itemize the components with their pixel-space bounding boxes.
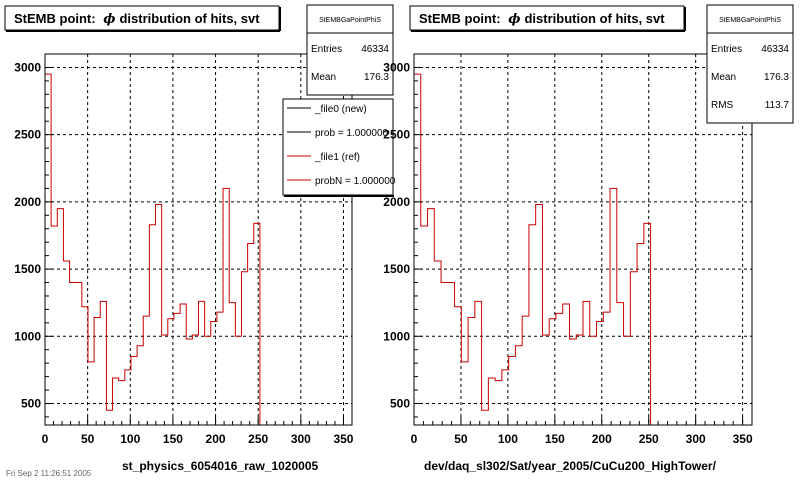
- x-tick-label: 350: [333, 432, 353, 446]
- stats-frame: [306, 4, 394, 96]
- histogram-pad-2: 0 50 100 150 200 250 300 350 500 1000 1500 2000 2500…: [383, 4, 794, 473]
- legend-box: _file0 (new) prob = 1.000000 _file1 (ref) p…: [282, 98, 396, 197]
- stats-value: 176.3: [364, 72, 389, 83]
- stats-label: Mean: [311, 72, 336, 83]
- title-suffix: distribution of hits, svt: [119, 11, 260, 26]
- y-tick-label: 1500: [383, 262, 410, 276]
- phi-symbol: ϕ: [103, 12, 115, 27]
- x-tick-label: 150: [163, 432, 183, 446]
- x-tick-label: 0: [411, 432, 418, 446]
- stats-value: 176.3: [764, 72, 789, 83]
- y-tick-label: 2500: [14, 128, 41, 142]
- stats-value: 113.7: [765, 100, 790, 111]
- x-tick-label: 150: [545, 432, 565, 446]
- chart-title-box: StEMB point: ϕ distribution of hits, svt: [4, 5, 281, 32]
- x-tick-label: 250: [639, 432, 659, 446]
- stats-label: Mean: [711, 72, 736, 83]
- x-tick-label: 350: [733, 432, 753, 446]
- x-tick-label: 300: [686, 432, 706, 446]
- stats-label: RMS: [711, 100, 734, 111]
- stats-value: 46334: [361, 44, 389, 55]
- legend-entry: _file0 (new): [314, 104, 367, 115]
- x-tick-label: 200: [592, 432, 612, 446]
- stats-label: Entries: [311, 44, 342, 55]
- x-tick-label: 200: [206, 432, 226, 446]
- y-tick-label: 2000: [383, 195, 410, 209]
- phi-symbol: ϕ: [508, 12, 520, 27]
- title-prefix: StEMB point:: [419, 11, 504, 26]
- chart-title: StEMB point: ϕ distribution of hits, svt: [14, 11, 260, 27]
- x-tick-label: 0: [42, 432, 49, 446]
- stats-name: StEMBGaPointPhiS: [719, 17, 781, 24]
- title-suffix: distribution of hits, svt: [524, 11, 665, 26]
- x-axis-title: st_physics_6054016_raw_1020005: [122, 459, 318, 473]
- y-tick-label: 3000: [383, 60, 410, 74]
- y-tick-label: 1500: [14, 262, 41, 276]
- chart-title-box: StEMB point: ϕ distribution of hits, svt: [409, 5, 686, 32]
- x-tick-label: 50: [454, 432, 468, 446]
- stats-frame: [706, 4, 794, 124]
- plot-area: [414, 54, 752, 425]
- x-axis-title: dev/daq_sl302/Sat/year_2005/CuCu200_High…: [424, 459, 717, 473]
- histogram-series-ref: [413, 73, 652, 425]
- y-tick-label: 500: [390, 396, 410, 410]
- chart-title: StEMB point: ϕ distribution of hits, svt: [419, 11, 665, 27]
- x-tick-label: 50: [81, 432, 95, 446]
- x-tick-label: 100: [498, 432, 518, 446]
- legend-entry: prob = 1.000000: [315, 128, 389, 139]
- title-box-frame: [4, 5, 280, 31]
- stats-label: Entries: [711, 44, 742, 55]
- y-tick-label: 3000: [14, 60, 41, 74]
- legend-frame: [282, 98, 394, 196]
- stats-box: StEMBGaPointPhiS Entries 46334 Mean 176.3: [306, 4, 394, 96]
- x-tick-label: 300: [291, 432, 311, 446]
- y-tick-label: 2500: [383, 128, 410, 142]
- y-tick-label: 1000: [14, 329, 41, 343]
- stats-box: StEMBGaPointPhiS Entries 46334 Mean 176.3 RMS…: [706, 4, 794, 124]
- y-tick-label: 1000: [383, 329, 410, 343]
- legend-entry: _file1 (ref): [314, 152, 360, 163]
- histogram-pad-1: 0 50 100 150 200 250 300 350 500 1000 1500 2000 2500…: [4, 4, 396, 473]
- histogram-series-ref: [44, 73, 261, 425]
- title-prefix: StEMB point:: [14, 11, 99, 26]
- x-tick-label: 100: [120, 432, 140, 446]
- x-tick-label: 250: [248, 432, 268, 446]
- legend-entry: probN = 1.000000: [315, 176, 396, 187]
- stats-name: StEMBGaPointPhiS: [319, 17, 381, 24]
- footer-date: Fri Sep 2 11:26:51 2005: [6, 469, 92, 478]
- stats-value: 46334: [761, 44, 789, 55]
- y-tick-label: 2000: [14, 195, 41, 209]
- y-tick-label: 500: [21, 396, 41, 410]
